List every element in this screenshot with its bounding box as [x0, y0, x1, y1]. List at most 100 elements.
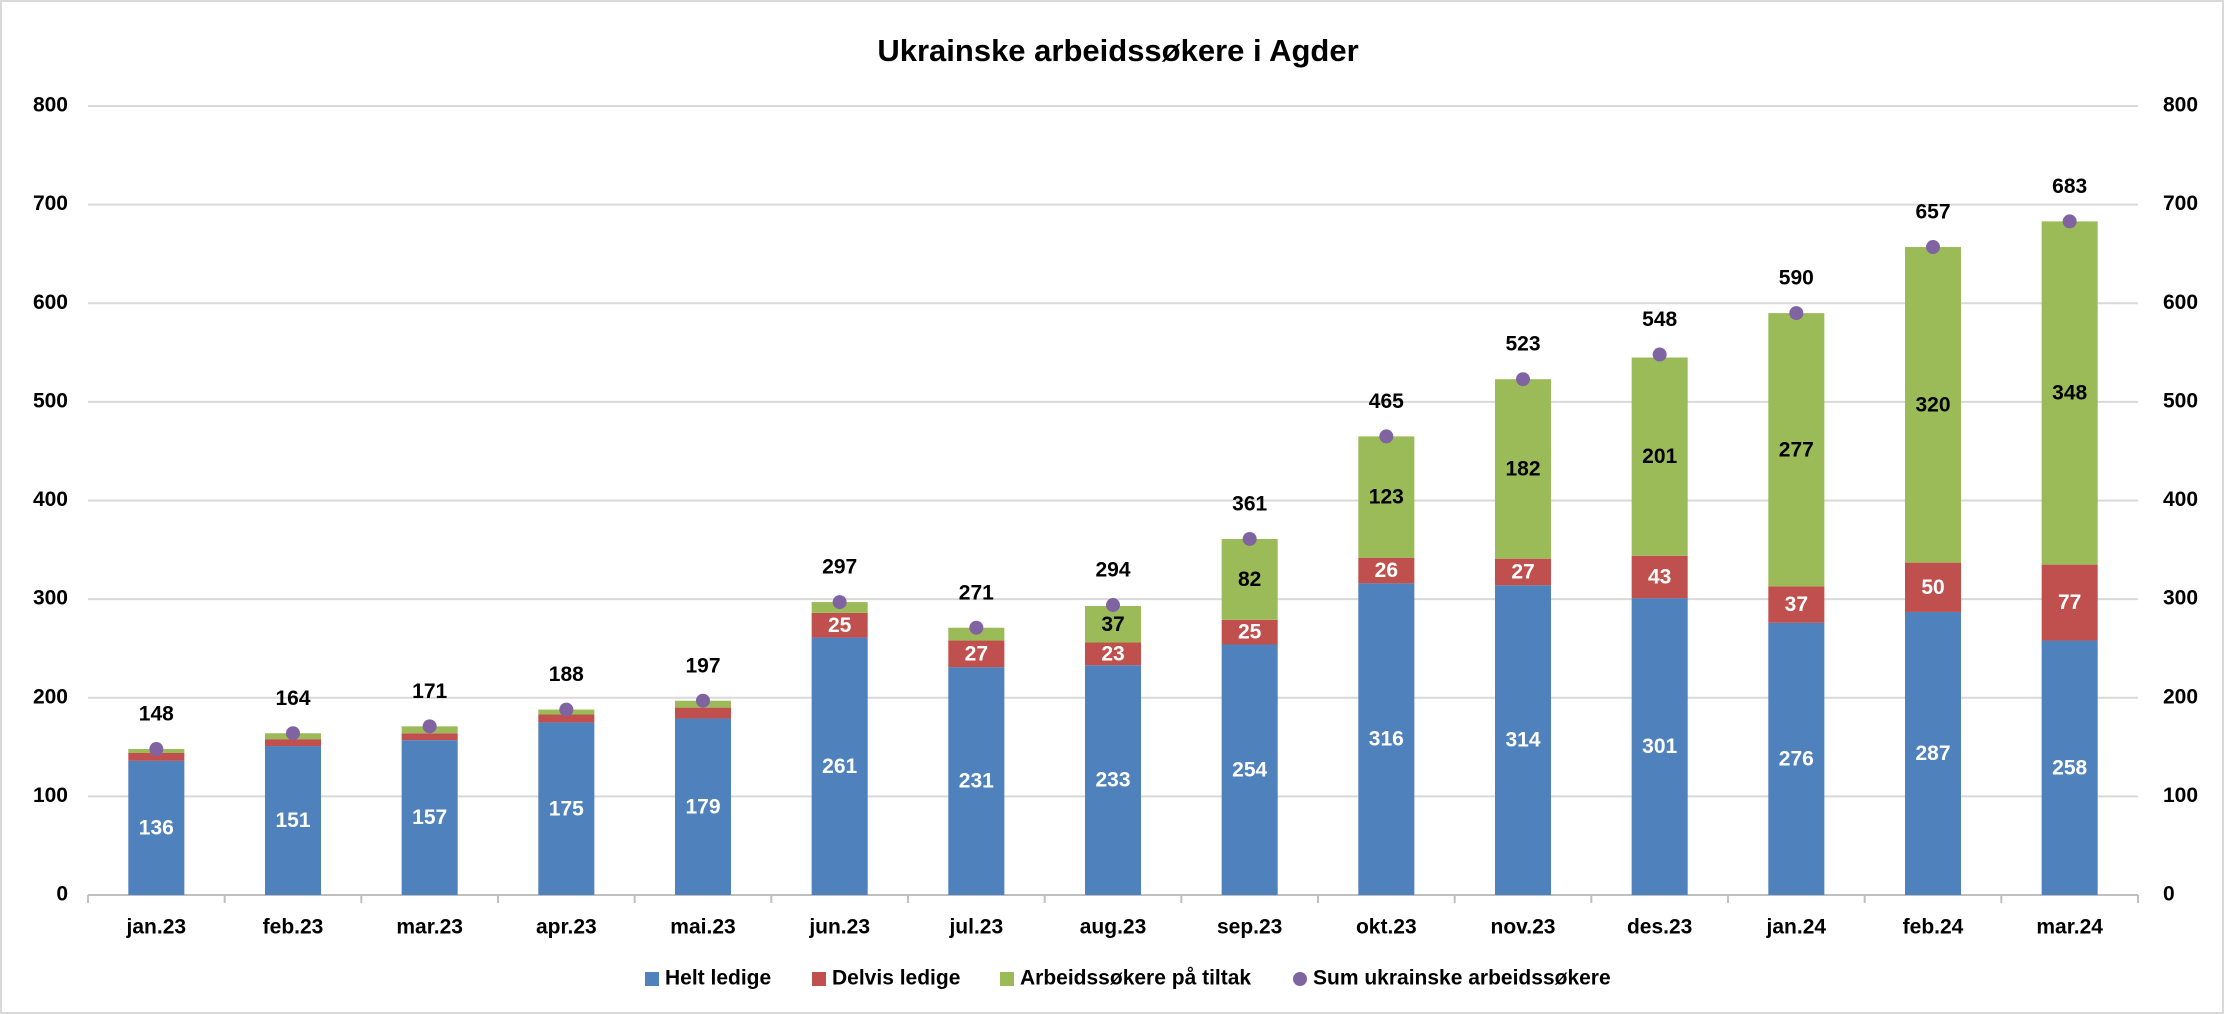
bar-segment	[1904, 562, 1962, 612]
sum-marker	[832, 595, 847, 610]
data-label: 26	[1375, 559, 1398, 582]
data-label: 258	[2052, 756, 2087, 779]
y2-tick-label: 700	[2163, 192, 2198, 215]
data-label: 188	[549, 663, 584, 686]
y-tick-label: 400	[33, 488, 68, 511]
x-tick-label: des.23	[1627, 916, 1692, 939]
y2-tick-label: 400	[2163, 488, 2198, 511]
legend-label: Helt ledige	[665, 967, 771, 990]
bar-segment	[401, 740, 458, 895]
bar-segment	[1904, 247, 1962, 563]
data-label: 27	[965, 642, 988, 665]
chart-title: Ukrainske arbeidssøkere i Agder	[877, 33, 1358, 68]
x-tick-label: mai.23	[670, 916, 735, 939]
x-tick-label: apr.23	[536, 916, 597, 939]
bar-segment	[948, 667, 1005, 895]
data-label: 361	[1232, 493, 1267, 516]
bar-segment	[1904, 611, 1962, 895]
sum-marker	[422, 719, 437, 734]
data-label: 316	[1369, 728, 1404, 751]
data-label: 261	[822, 755, 857, 778]
data-label: 201	[1642, 445, 1677, 468]
sum-marker	[286, 726, 300, 741]
bar-segment	[811, 637, 868, 895]
sum-marker	[969, 620, 984, 635]
data-label: 233	[1095, 769, 1130, 792]
data-label: 590	[1779, 267, 1814, 290]
data-label: 77	[2058, 591, 2081, 614]
data-label: 320	[1915, 393, 1950, 416]
data-label: 148	[139, 703, 174, 726]
data-label: 277	[1779, 438, 1814, 461]
sum-marker	[1242, 531, 1257, 546]
data-label: 23	[1101, 642, 1124, 665]
sum-marker	[696, 693, 710, 708]
data-label: 157	[412, 806, 447, 829]
data-label: 301	[1642, 735, 1677, 758]
y2-tick-label: 200	[2163, 685, 2198, 708]
y-tick-label: 700	[33, 192, 68, 215]
data-label: 523	[1505, 333, 1540, 356]
data-label: 276	[1779, 747, 1814, 770]
data-label: 465	[1369, 390, 1404, 413]
data-label: 657	[1915, 201, 1950, 224]
legend-marker	[1293, 972, 1307, 986]
sum-marker	[149, 742, 164, 757]
bar-segment	[1221, 619, 1278, 645]
bar-segment	[948, 640, 1005, 668]
legend-label: Delvis ledige	[832, 967, 960, 990]
bar-segment	[2041, 564, 2098, 641]
bar-segment	[1358, 436, 1415, 558]
data-label: 27	[1511, 561, 1534, 584]
data-label: 50	[1921, 576, 1944, 599]
y-tick-label: 100	[33, 784, 68, 807]
bar-segment	[1084, 642, 1142, 666]
y-tick-label: 0	[56, 883, 68, 906]
x-tick-label: jun.23	[808, 916, 870, 939]
sum-marker	[1926, 240, 1940, 255]
bar-segment	[538, 722, 595, 895]
bar-segment	[401, 733, 458, 741]
data-label: 182	[1505, 457, 1540, 480]
data-label: 179	[685, 795, 720, 818]
data-label: 164	[275, 687, 310, 710]
bar-segment	[1768, 313, 1825, 587]
data-label: 197	[685, 654, 720, 677]
bar-segment	[538, 714, 595, 723]
x-tick-label: jan.23	[126, 916, 187, 939]
y-tick-label: 300	[33, 587, 68, 610]
data-label: 548	[1642, 308, 1677, 331]
bar-segment	[674, 718, 732, 895]
x-tick-label: mar.23	[396, 916, 463, 939]
y-tick-label: 800	[33, 94, 68, 117]
y2-tick-label: 0	[2163, 883, 2175, 906]
data-label: 254	[1232, 758, 1267, 781]
x-tick-label: nov.23	[1491, 916, 1556, 939]
bar-segment	[1221, 538, 1278, 620]
y-tick-label: 600	[33, 291, 68, 314]
sum-marker	[1106, 598, 1120, 613]
bar-segment	[2041, 640, 2098, 895]
legend-swatch	[645, 972, 659, 986]
bar-segment	[1494, 558, 1552, 586]
data-label: 25	[1238, 621, 1262, 644]
bar-segment	[1084, 606, 1142, 643]
sum-marker	[1379, 429, 1394, 444]
y2-tick-label: 600	[2163, 291, 2198, 314]
x-tick-label: jul.23	[948, 916, 1003, 939]
y-tick-label: 500	[33, 389, 68, 412]
data-label: 123	[1369, 486, 1404, 509]
y2-tick-label: 300	[2163, 587, 2198, 610]
legend-label: Sum ukrainske arbeidssøkere	[1313, 967, 1611, 990]
sum-marker	[1652, 347, 1667, 362]
legend-swatch	[812, 972, 826, 986]
data-label: 314	[1505, 729, 1540, 752]
x-tick-label: mar.24	[2036, 916, 2103, 939]
data-label: 175	[549, 797, 584, 820]
data-label: 151	[275, 809, 310, 832]
data-label: 37	[1785, 593, 1808, 616]
bar-segment	[264, 746, 322, 895]
y2-tick-label: 100	[2163, 784, 2198, 807]
bar-segment	[128, 752, 185, 761]
